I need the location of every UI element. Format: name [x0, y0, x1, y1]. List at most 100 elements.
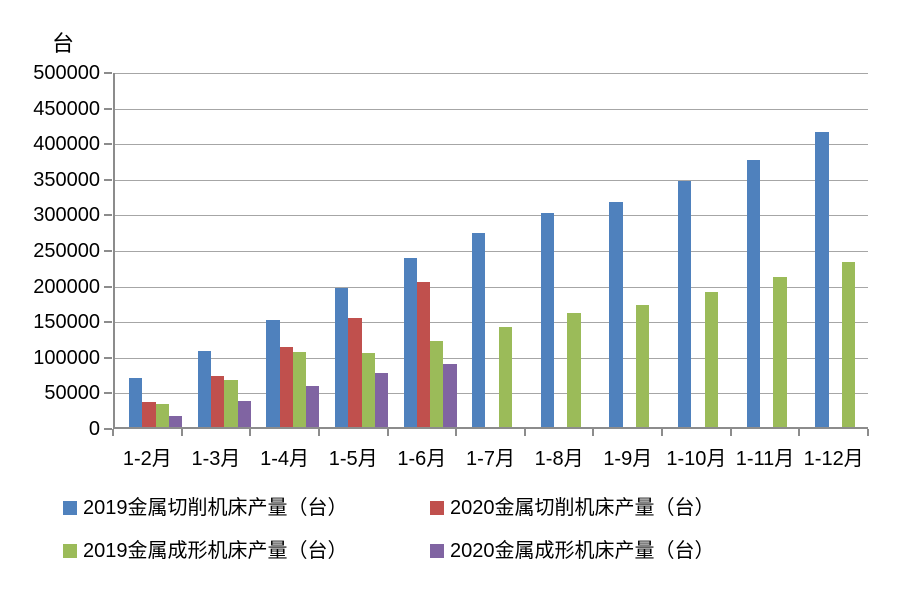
x-axis-tick — [729, 429, 732, 436]
x-axis-label: 1-2月 — [122, 448, 172, 470]
legend-color-swatch-icon — [430, 501, 444, 515]
bar-2019金属成形机床产量（台）-1-3月 — [224, 380, 238, 427]
y-axis-label: 200000 — [33, 275, 100, 298]
x-axis-tick — [523, 429, 526, 436]
x-axis-label: 1-4月 — [260, 448, 310, 470]
bar-2019金属成形机床产量（台）-1-9月 — [636, 305, 650, 427]
bar-2020金属切削机床产量（台）-1-5月 — [348, 318, 362, 427]
y-axis-tick — [104, 356, 112, 359]
bar-2019金属成形机床产量（台）-1-5月 — [361, 352, 375, 427]
x-axis-tick — [180, 429, 183, 436]
y-axis-label: 100000 — [33, 346, 100, 369]
bar-2020金属切削机床产量（台）-1-4月 — [279, 346, 293, 427]
gridline — [115, 251, 868, 252]
legend-item: 2020金属切削机床产量（台） — [430, 497, 715, 519]
gridline — [115, 215, 868, 217]
bar-2019金属成形机床产量（台）-1-8月 — [567, 313, 581, 427]
bar-2019金属切削机床产量（台）-1-4月 — [266, 319, 280, 427]
y-axis-tick — [104, 285, 112, 288]
x-axis-tick — [867, 429, 869, 436]
y-axis-tick — [104, 214, 112, 217]
x-axis-tick — [317, 429, 320, 436]
legend-label: 2020金属切削机床产量（台） — [450, 497, 715, 519]
bar-2019金属成形机床产量（台）-1-2月 — [155, 404, 169, 427]
bar-2019金属切削机床产量（台）-1-6月 — [403, 257, 417, 427]
y-axis-unit-title: 台 — [52, 31, 75, 56]
bar-2019金属切削机床产量（台）-1-5月 — [334, 288, 349, 427]
bar-2020金属切削机床产量（台）-1-6月 — [416, 281, 431, 427]
bar-2020金属切削机床产量（台）-1-2月 — [142, 402, 156, 427]
x-axis-label: 1-9月 — [603, 448, 653, 470]
bar-2019金属成形机床产量（台）-1-6月 — [430, 340, 444, 427]
gridline — [115, 144, 868, 146]
legend-item: 2019金属切削机床产量（台） — [63, 497, 348, 519]
x-axis-label: 1-11月 — [735, 448, 795, 470]
y-axis-tick — [104, 72, 112, 74]
y-axis-tick — [104, 321, 112, 324]
bar-2020金属切削机床产量（台）-1-3月 — [210, 375, 225, 427]
y-axis-tick — [104, 428, 112, 430]
legend-item: 2019金属成形机床产量（台） — [63, 540, 348, 562]
x-axis-tick — [386, 429, 389, 436]
x-axis-tick — [112, 429, 114, 436]
bar-2019金属成形机床产量（台）-1-4月 — [292, 351, 307, 427]
x-axis-label: 1-6月 — [397, 448, 447, 470]
y-axis-label: 500000 — [33, 62, 100, 84]
legend-color-swatch-icon — [63, 501, 77, 515]
y-axis-label: 300000 — [33, 204, 100, 227]
bar-2019金属切削机床产量（台）-1-2月 — [129, 377, 143, 427]
x-axis-tick — [455, 429, 458, 436]
x-axis-label: 1-8月 — [534, 448, 584, 470]
gridline — [115, 286, 868, 288]
y-axis-label: 50000 — [44, 382, 100, 405]
bar-2019金属切削机床产量（台）-1-11月 — [746, 160, 761, 427]
x-axis-tick — [661, 429, 664, 436]
bar-2020金属成形机床产量（台）-1-5月 — [374, 372, 389, 427]
y-axis-label: 400000 — [33, 133, 100, 156]
gridline — [115, 393, 868, 395]
y-axis-tick — [104, 107, 112, 110]
y-axis-tick — [104, 178, 112, 181]
gridline — [115, 108, 868, 110]
bar-2019金属切削机床产量（台）-1-9月 — [609, 202, 623, 427]
legend-label: 2019金属成形机床产量（台） — [83, 540, 348, 562]
bar-2020金属成形机床产量（台）-1-3月 — [237, 400, 251, 427]
y-axis-label: 450000 — [33, 97, 100, 120]
legend-item: 2020金属成形机床产量（台） — [430, 540, 715, 562]
bar-2019金属成形机床产量（台）-1-12月 — [841, 261, 856, 427]
x-axis-tick — [798, 429, 801, 436]
x-axis-label: 1-10月 — [666, 448, 727, 470]
bar-2019金属成形机床产量（台）-1-7月 — [498, 326, 513, 427]
bar-2019金属成形机床产量（台）-1-10月 — [704, 292, 718, 427]
x-axis-tick — [249, 429, 252, 436]
y-axis-label: 250000 — [33, 240, 100, 262]
bar-2020金属成形机床产量（台）-1-4月 — [306, 386, 320, 427]
y-axis-label: 150000 — [33, 311, 100, 334]
bar-2019金属切削机床产量（台）-1-12月 — [815, 131, 829, 427]
bar-2020金属成形机床产量（台）-1-6月 — [443, 363, 457, 427]
plot-area — [113, 73, 868, 429]
bar-2019金属切削机床产量（台）-1-3月 — [197, 350, 211, 427]
x-axis-label: 1-3月 — [191, 448, 241, 470]
x-axis-tick — [592, 429, 595, 436]
y-axis-label: 0 — [88, 418, 100, 440]
legend-color-swatch-icon — [430, 544, 444, 558]
gridline — [115, 322, 868, 324]
bar-2020金属成形机床产量（台）-1-2月 — [168, 415, 183, 427]
gridline — [115, 179, 868, 181]
y-axis-label: 350000 — [33, 168, 100, 191]
legend-label: 2019金属切削机床产量（台） — [83, 497, 348, 519]
legend-label: 2020金属成形机床产量（台） — [450, 540, 715, 562]
y-axis-tick — [104, 392, 112, 395]
x-axis-label: 1-12月 — [803, 448, 864, 470]
x-axis-label: 1-7月 — [466, 448, 515, 470]
gridline — [115, 357, 868, 359]
y-axis-tick — [104, 143, 112, 146]
bar-2019金属切削机床产量（台）-1-10月 — [678, 180, 692, 427]
y-axis-tick — [104, 250, 112, 252]
gridline — [115, 73, 868, 74]
bar-2019金属成形机床产量（台）-1-11月 — [773, 277, 787, 427]
bar-2019金属切削机床产量（台）-1-8月 — [540, 213, 555, 427]
legend-color-swatch-icon — [63, 544, 77, 558]
